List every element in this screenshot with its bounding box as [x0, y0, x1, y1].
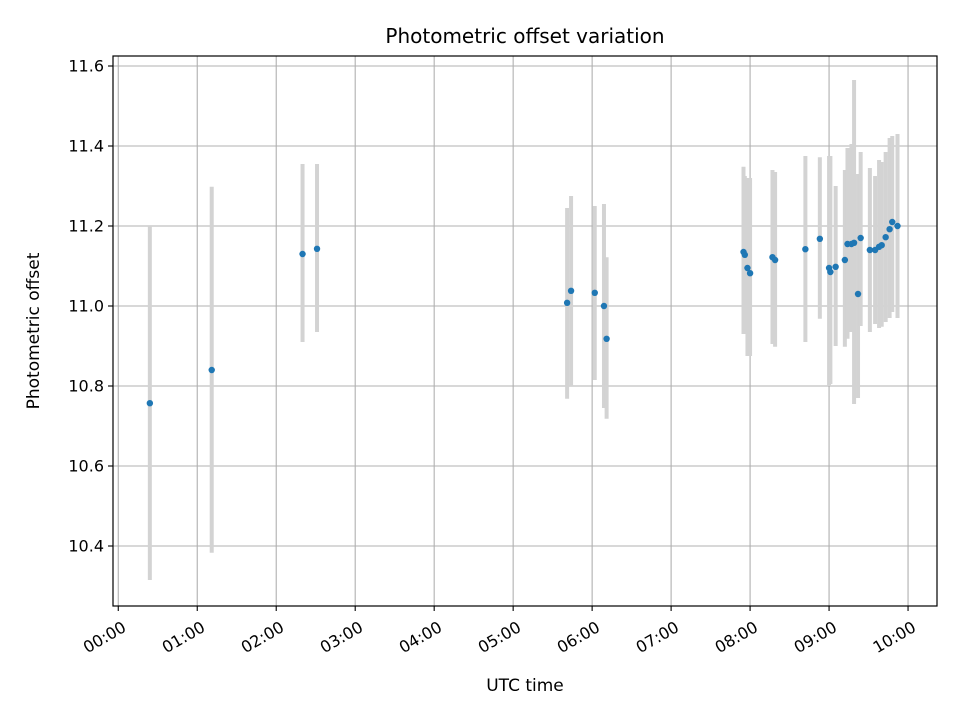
data-point	[878, 242, 885, 249]
data-point	[886, 226, 893, 233]
y-axis-label: Photometric offset	[24, 252, 44, 409]
grid	[113, 56, 937, 606]
x-axis-label: UTC time	[486, 676, 564, 696]
data-point	[741, 251, 749, 258]
data-point	[882, 234, 889, 241]
data-point	[746, 270, 754, 277]
y-axis-ticks: 10.4 10.6 10.8 11.0 11.2 11.4 11.6	[68, 57, 113, 556]
data-points	[146, 218, 901, 407]
plot-area-frame	[112, 55, 938, 607]
y-tick-label: 10.8	[68, 377, 104, 396]
data-point	[744, 264, 751, 272]
y-tick-label: 11.2	[68, 217, 104, 236]
data-point	[567, 287, 575, 294]
data-point	[866, 246, 874, 254]
data-point	[854, 290, 862, 298]
data-point	[208, 366, 215, 374]
data-point	[889, 218, 896, 226]
data-point	[299, 250, 306, 258]
data-point	[816, 235, 824, 242]
data-point	[771, 256, 779, 264]
data-point	[603, 335, 610, 342]
data-point	[894, 222, 901, 230]
data-point	[591, 289, 598, 296]
data-point	[313, 245, 321, 252]
data-point	[857, 234, 864, 242]
y-tick-label: 11.6	[68, 57, 104, 76]
data-point	[841, 256, 849, 264]
data-point	[827, 268, 834, 276]
y-tick-label: 11.4	[68, 137, 104, 156]
y-tick-label: 11.0	[68, 297, 104, 316]
data-point	[146, 400, 154, 407]
data-point	[802, 246, 809, 253]
chart-title: Photometric offset variation	[385, 24, 664, 48]
y-tick-label: 10.4	[68, 537, 104, 556]
data-point	[563, 299, 571, 306]
data-point	[850, 239, 858, 246]
y-tick-label: 10.6	[68, 457, 104, 476]
data-point	[832, 263, 839, 270]
data-point	[600, 302, 608, 310]
